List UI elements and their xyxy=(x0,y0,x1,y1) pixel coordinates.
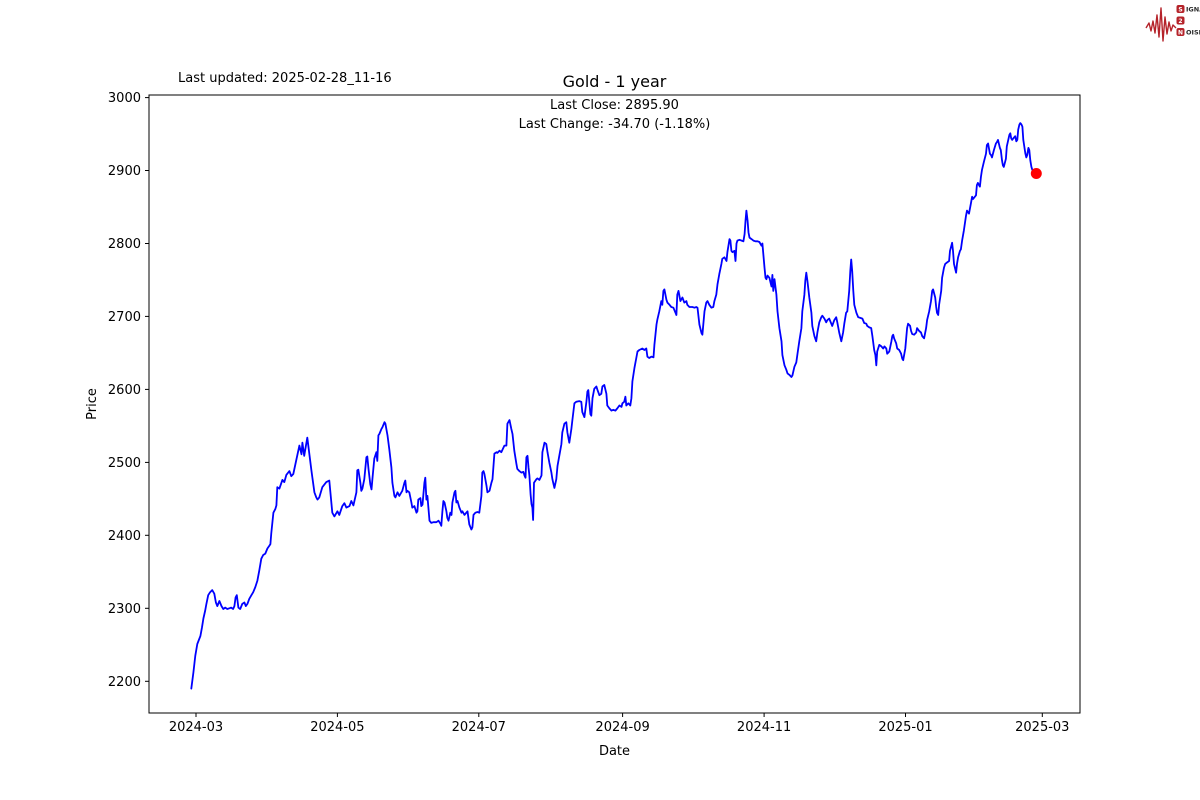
logo-word-ignal: IGNAL xyxy=(1186,6,1200,14)
signal2noise-logo: S IGNAL 2 N OISE xyxy=(1145,5,1200,42)
y-tick-label: 2700 xyxy=(108,310,141,325)
price-line-series xyxy=(190,122,1038,690)
y-tick-label: 2400 xyxy=(108,529,141,544)
logo-letter-box-n xyxy=(1176,28,1185,36)
y-tick-label: 2900 xyxy=(108,164,141,179)
x-tick-label: 2024-07 xyxy=(452,720,506,735)
logo-letter-box-2 xyxy=(1176,16,1185,25)
chart-title: Gold - 1 year xyxy=(563,72,667,91)
y-axis-label: Price xyxy=(85,388,100,420)
last-change-annotation: Last Change: -34.70 (-1.18%) xyxy=(519,117,711,132)
x-axis-ticks: 2024-03 2024-05 2024-07 2024-09 2024-11 2025-… xyxy=(169,713,1069,735)
logo-word-oise: OISE xyxy=(1186,29,1200,37)
y-tick-label: 2600 xyxy=(108,383,141,398)
x-tick-label: 2024-05 xyxy=(310,720,364,735)
logo-letter-2: 2 xyxy=(1178,18,1182,25)
last-updated-label: Last updated: 2025-02-28_11-16 xyxy=(178,71,392,86)
logo-letter-box-s xyxy=(1176,5,1185,13)
logo-letter-n: N xyxy=(1178,29,1183,36)
x-tick-label: 2025-01 xyxy=(878,720,932,735)
last-close-annotation: Last Close: 2895.90 xyxy=(550,98,679,113)
x-tick-label: 2024-11 xyxy=(737,720,791,735)
x-tick-label: 2024-09 xyxy=(595,720,649,735)
axes-spine-box xyxy=(148,94,1081,714)
y-tick-label: 2800 xyxy=(108,237,141,252)
y-tick-label: 3000 xyxy=(108,91,141,106)
last-close-marker-dot xyxy=(1030,168,1042,179)
y-axis-ticks: 2200 2300 2400 2500 2600 2700 2800 2900 3000 xyxy=(108,91,149,690)
x-tick-label: 2025-03 xyxy=(1015,720,1069,735)
y-tick-label: 2200 xyxy=(108,675,141,690)
x-axis-label: Date xyxy=(599,744,630,759)
logo-letter-s: S xyxy=(1178,6,1182,13)
x-tick-label: 2024-03 xyxy=(169,720,223,735)
y-tick-label: 2300 xyxy=(108,602,141,617)
waveform-icon xyxy=(1145,7,1177,42)
y-tick-label: 2500 xyxy=(108,456,141,471)
